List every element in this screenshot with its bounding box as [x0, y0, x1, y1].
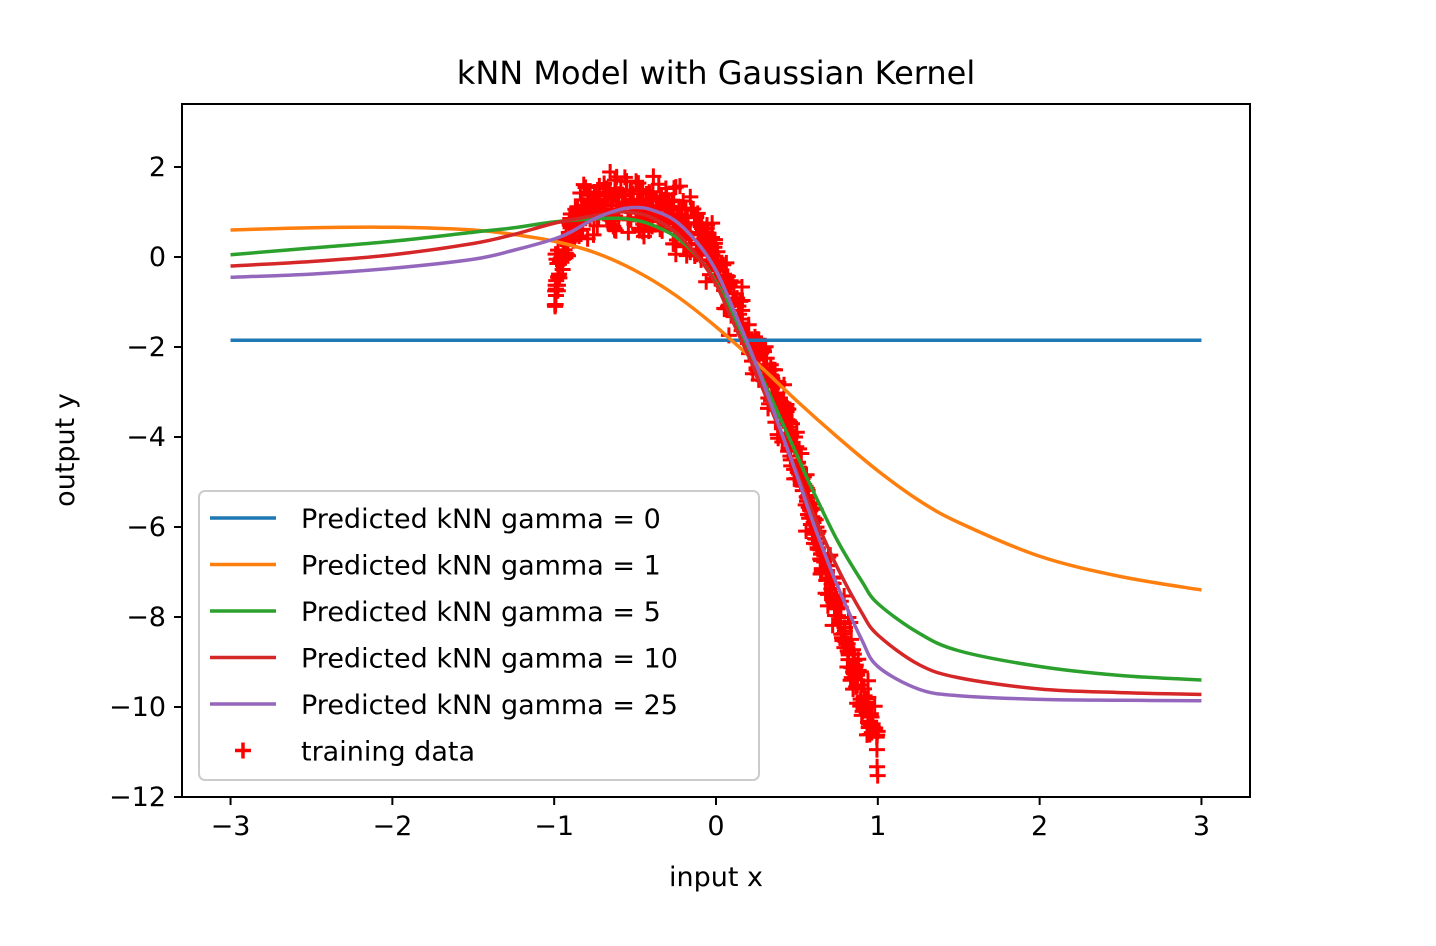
training-data-point: [733, 278, 750, 295]
training-data-point: [610, 186, 627, 203]
training-data-point: [631, 220, 648, 237]
legend: Predicted kNN gamma = 0 Predicted kNN gam…: [198, 490, 760, 781]
training-data-point: [842, 672, 859, 689]
training-data-point: [618, 173, 635, 190]
training-data-point: [558, 246, 575, 263]
training-data-point: [845, 681, 862, 698]
training-data-point: [698, 273, 715, 290]
training-data-point: [837, 633, 854, 650]
chart-title: kNN Model with Gaussian Kernel: [457, 54, 975, 92]
series-line-3: [230, 210, 1202, 697]
x-tick-label: −3: [211, 811, 251, 842]
training-data-point: [853, 677, 870, 694]
training-data-point: [813, 560, 830, 577]
y-axis-label: output y: [50, 393, 81, 507]
training-data-point: [547, 296, 564, 313]
training-data-point: [635, 228, 652, 245]
legend-swatch: [235, 742, 251, 759]
x-tick-label: 2: [1031, 811, 1048, 842]
training-data-point: [706, 235, 723, 252]
series-line-4: [230, 205, 1202, 703]
training-data-point: [644, 189, 661, 206]
training-data-point: [781, 414, 798, 431]
training-data-point: [852, 691, 869, 708]
training-data-point: [666, 180, 683, 197]
y-tick-label: −2: [126, 332, 166, 363]
legend-box: [198, 490, 760, 781]
training-data-point: [608, 168, 625, 185]
legend-label: Predicted kNN gamma = 1: [301, 551, 661, 582]
series-line-2: [230, 216, 1202, 682]
training-data-point: [866, 698, 883, 715]
training-data-point: [834, 629, 851, 646]
x-tick-label: −1: [534, 811, 574, 842]
training-data-point: [679, 208, 696, 225]
legend-label: Predicted kNN gamma = 5: [301, 597, 661, 628]
y-tick-label: −10: [109, 692, 166, 723]
training-data-point: [704, 215, 721, 232]
x-tick-label: 3: [1193, 811, 1210, 842]
legend-label: Predicted kNN gamma = 25: [301, 690, 678, 721]
training-data-point: [579, 230, 596, 247]
y-tick-label: −12: [109, 782, 166, 813]
x-tick-label: 1: [869, 811, 886, 842]
y-tick-label: −4: [126, 422, 166, 453]
training-data-point: [778, 403, 795, 420]
prediction-lines: [230, 205, 1202, 703]
training-data-point: [869, 727, 886, 744]
training-data-point: [665, 235, 682, 252]
y-tick-label: −6: [126, 512, 166, 543]
y-tick-label: −8: [126, 602, 166, 633]
training-data-point: [551, 266, 568, 283]
training-data-point: [824, 617, 841, 634]
training-data-point: [825, 592, 842, 609]
training-data-point: [869, 767, 886, 784]
training-data-point: [846, 652, 863, 669]
training-data-point: [855, 699, 872, 716]
legend-label: Predicted kNN gamma = 0: [301, 504, 661, 535]
x-tick-label: −2: [372, 811, 412, 842]
training-data-point: [547, 277, 564, 294]
training-data-point: [575, 176, 592, 193]
training-data-point: [582, 187, 599, 204]
training-data-point: [548, 251, 565, 268]
training-data-point: [693, 218, 710, 235]
y-axis: −12 −10 −8 −6 −4 −2 0 2: [109, 152, 182, 813]
training-data-point: [645, 168, 662, 185]
training-data-point: [862, 718, 879, 735]
training-data-point: [620, 224, 637, 241]
legend-label: training data: [301, 737, 475, 768]
x-tick-label: 0: [707, 811, 724, 842]
x-axis-label: input x: [669, 862, 763, 893]
training-data-point: [762, 356, 779, 373]
y-tick-label: 0: [149, 242, 166, 273]
training-data-point: [860, 689, 877, 706]
y-tick-label: 2: [149, 152, 166, 183]
training-data-point: [550, 242, 567, 259]
x-axis: −3 −2 −1 0 1 2 3: [211, 797, 1210, 842]
legend-label: Predicted kNN gamma = 10: [301, 644, 678, 675]
training-data-point: [667, 246, 684, 263]
series-line-1: [230, 225, 1202, 592]
